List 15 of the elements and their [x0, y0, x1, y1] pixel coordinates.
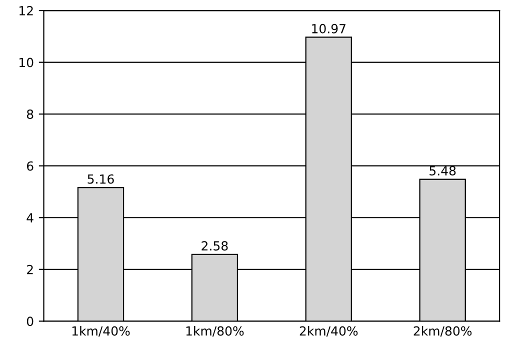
- y-tick-label: 8: [26, 110, 34, 119]
- data-label: 5.16: [88, 174, 114, 184]
- data-label: 5.48: [430, 166, 456, 176]
- y-tick-label: 0: [26, 316, 34, 326]
- x-tick-label: 2km/80%: [414, 326, 472, 337]
- x-tick-label: 1km/80%: [186, 326, 244, 337]
- y-tick-label: 10: [20, 58, 34, 68]
- x-tick-label: 2km/40%: [300, 326, 358, 337]
- y-tick-label: 2: [27, 264, 33, 274]
- y-tick-label: 6: [26, 161, 34, 171]
- y-tick-label: 4: [26, 213, 34, 222]
- data-label: 10.97: [312, 24, 346, 34]
- data-label: 2.58: [202, 241, 228, 251]
- x-tick-label: 1km/40%: [72, 326, 130, 337]
- y-tick-label: 12: [20, 6, 33, 16]
